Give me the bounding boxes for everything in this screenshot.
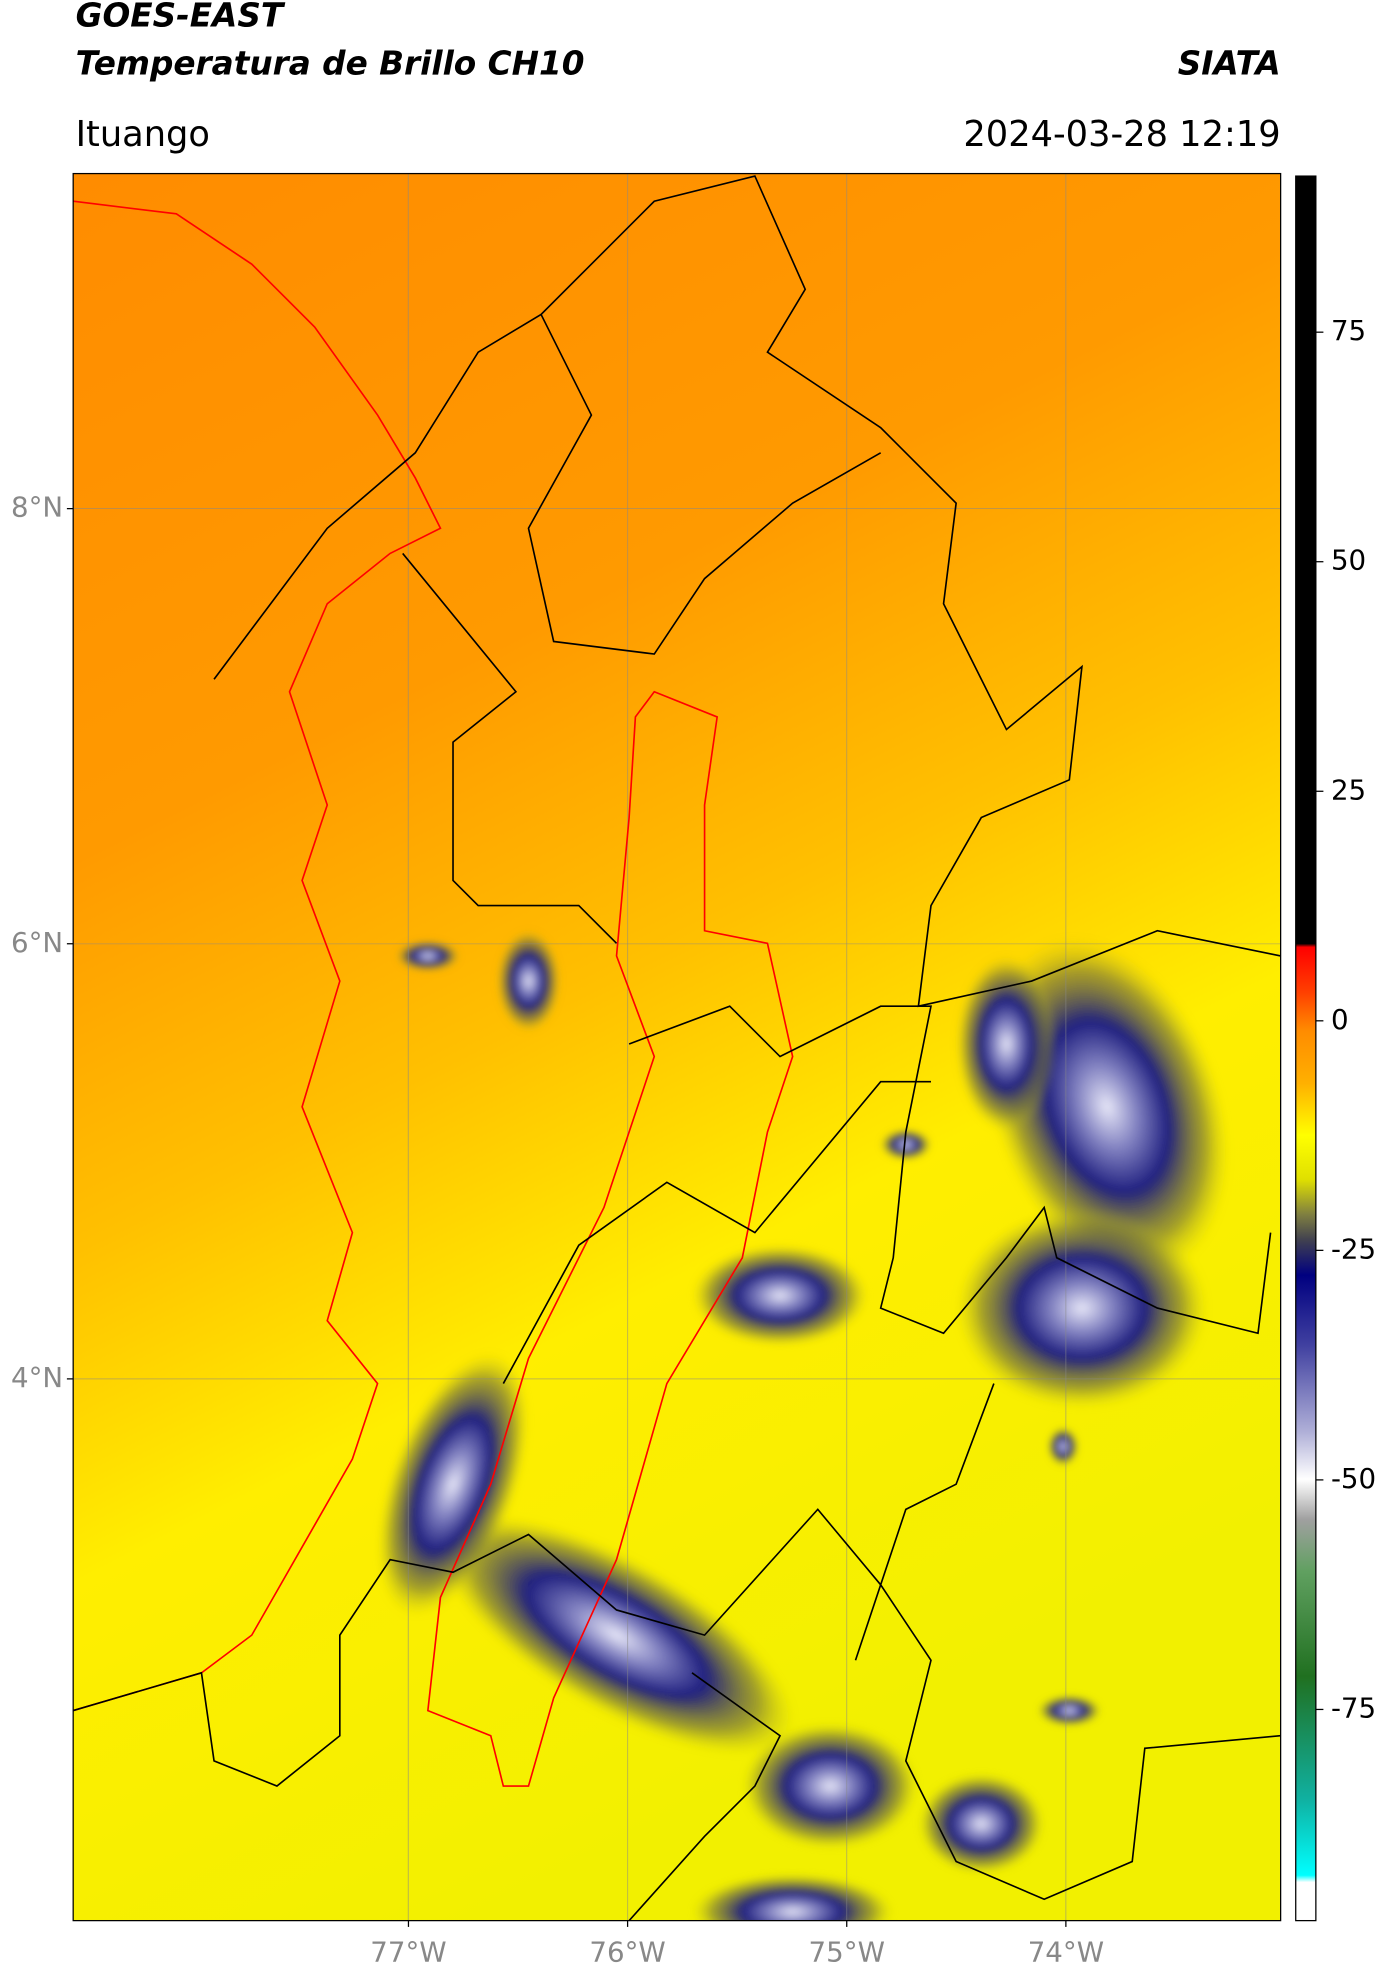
colorbar-label: -25 <box>1331 1232 1376 1265</box>
region-boundary <box>426 690 794 1787</box>
admin-boundary <box>502 1080 995 1921</box>
colorbar-label: -75 <box>1331 1691 1376 1724</box>
lat-label: 8°N <box>11 491 63 524</box>
admin-boundary <box>527 314 882 655</box>
datetime: 2024-03-28 12:19 <box>963 114 1280 155</box>
lon-label: 75°W <box>809 1935 885 1968</box>
cloud-field <box>377 930 1230 1921</box>
source: SIATA <box>1178 44 1281 82</box>
subtitle: Temperatura de Brillo CH10 <box>76 44 585 82</box>
colorbar-label: 25 <box>1331 773 1366 806</box>
colorbar <box>1295 175 1317 1922</box>
colorbar-ticks: 75 50 25 0 -25 -50 -75 <box>1315 314 1376 1724</box>
admin-boundary <box>213 175 1281 1008</box>
map-frame <box>72 172 1282 1922</box>
lat-label: 6°N <box>11 926 63 959</box>
admin-boundary <box>402 552 1272 1335</box>
colorbar-label: 75 <box>1331 314 1366 347</box>
colorbar-label: 0 <box>1331 1003 1349 1036</box>
lon-label: 76°W <box>589 1935 665 1968</box>
lat-label: 4°N <box>11 1361 63 1394</box>
colorbar-label: -50 <box>1331 1462 1376 1495</box>
lon-label: 74°W <box>1028 1935 1104 1968</box>
graticule <box>73 173 1281 1921</box>
admin-boundary <box>73 1508 1281 1901</box>
title: GOES-EAST <box>76 0 286 35</box>
lon-label: 77°W <box>370 1935 446 1968</box>
colorbar-label: 50 <box>1331 544 1366 577</box>
location: Ituango <box>76 114 210 155</box>
coastline <box>73 200 442 1712</box>
map-area <box>73 173 1281 1921</box>
